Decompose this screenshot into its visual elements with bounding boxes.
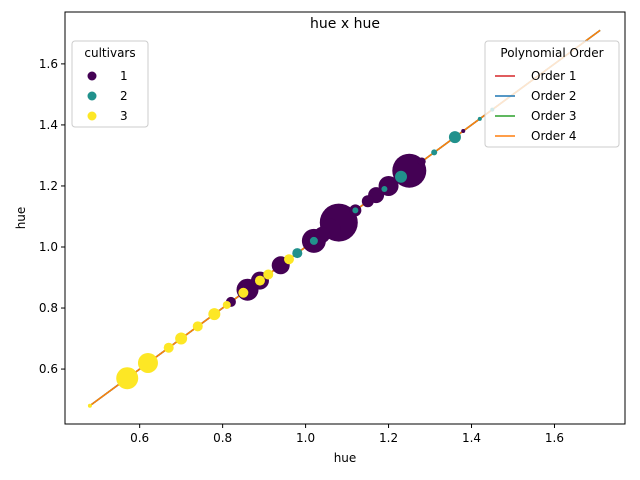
data-point — [381, 186, 388, 193]
y-tick-label: 1.4 — [39, 118, 58, 132]
data-point — [431, 149, 438, 156]
legend-frame — [71, 40, 149, 128]
data-point — [254, 275, 265, 286]
data-point — [175, 332, 188, 345]
data-point — [263, 269, 274, 280]
data-point — [352, 207, 359, 214]
data-point — [309, 236, 318, 245]
legend-frame — [484, 40, 620, 148]
chart-title: hue x hue — [310, 16, 380, 32]
y-axis-label: hue — [14, 207, 28, 230]
x-tick-label: 0.6 — [130, 431, 149, 445]
legend-label: Order 3 — [531, 109, 577, 123]
x-axis: 0.6 0.8 1.0 1.2 1.4 1.6 — [130, 424, 564, 445]
data-point — [87, 403, 92, 408]
data-point — [314, 226, 331, 243]
data-point — [448, 131, 461, 144]
data-point — [292, 248, 303, 259]
legend-label: Order 4 — [531, 129, 577, 143]
x-axis-label: hue — [334, 451, 357, 465]
data-point — [361, 195, 374, 208]
x-tick-label: 0.8 — [213, 431, 232, 445]
legend-label: 3 — [120, 109, 128, 123]
x-tick-label: 1.4 — [462, 431, 481, 445]
legend-title: Polynomial Order — [500, 46, 603, 60]
legend-label: Order 1 — [531, 69, 577, 83]
data-point — [163, 342, 174, 353]
y-tick-label: 0.6 — [39, 362, 58, 376]
x-tick-label: 1.2 — [379, 431, 398, 445]
data-point — [238, 287, 249, 298]
legend-marker — [87, 71, 97, 81]
axes-frame — [64, 11, 626, 425]
data-point — [477, 116, 482, 121]
data-point — [461, 129, 466, 134]
legend-label: Order 2 — [531, 89, 577, 103]
y-axis: 0.6 0.8 1.0 1.2 1.4 1.6 — [39, 57, 65, 376]
x-tick-label: 1.6 — [545, 431, 564, 445]
y-tick-label: 1.2 — [39, 179, 58, 193]
data-point — [395, 170, 407, 183]
data-point — [192, 321, 203, 332]
legend-marker — [87, 91, 97, 101]
data-point — [284, 254, 294, 265]
y-tick-label: 0.8 — [39, 301, 58, 315]
data-point — [417, 157, 426, 166]
cultivars-legend: cultivars 1 2 3 — [71, 40, 149, 128]
data-point — [208, 308, 221, 321]
legend-marker — [87, 111, 97, 121]
data-point — [137, 352, 158, 373]
data-point — [222, 300, 231, 309]
plot-area — [87, 29, 601, 408]
legend-label: 1 — [120, 69, 128, 83]
y-tick-label: 1.6 — [39, 57, 58, 71]
polynomial-order-legend: Polynomial Order Order 1 Order 2 Order 3 Ord… — [484, 40, 620, 148]
data-point — [116, 367, 139, 390]
legend-label: 2 — [120, 89, 128, 103]
y-tick-label: 1.0 — [39, 240, 58, 254]
legend-title: cultivars — [84, 46, 135, 60]
x-tick-label: 1.0 — [296, 431, 315, 445]
